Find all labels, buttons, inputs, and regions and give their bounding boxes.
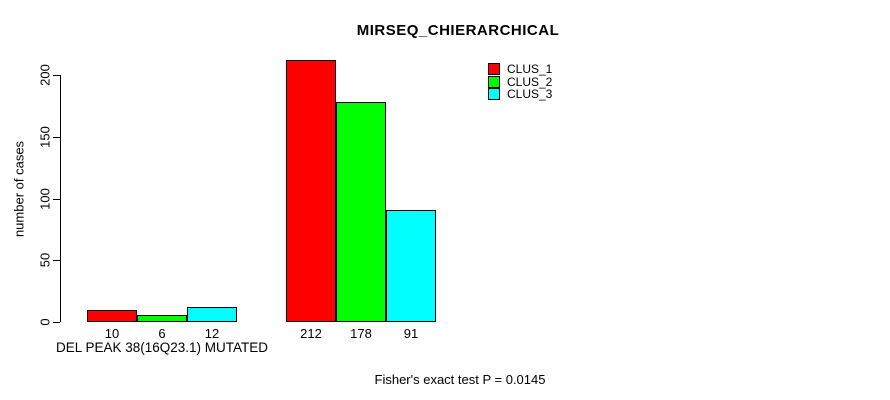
legend-swatch-icon [488, 75, 500, 88]
bar-value-label: 12 [204, 326, 220, 341]
legend-swatch-icon [488, 63, 500, 76]
x-axis-group-label: DEL PEAK 38(16Q23.1) MUTATED [55, 340, 269, 355]
legend-entry: CLUS_1 [488, 63, 552, 76]
chart-title: MIRSEQ_CHIERARCHICAL [356, 22, 560, 39]
legend-label: CLUS_2 [507, 74, 553, 89]
bar-value-label: 10 [104, 326, 120, 341]
y-axis-tick-label: 200 [37, 64, 53, 86]
y-axis-tick-mark [53, 322, 60, 323]
bar-clus_3-group2 [386, 210, 436, 322]
y-axis-tick-label: 100 [37, 187, 53, 210]
legend: CLUS_1 CLUS_2 CLUS_3 [488, 63, 552, 101]
bar-clus_1-group2 [286, 60, 336, 322]
legend-swatch-icon [488, 88, 500, 101]
legend-entry: CLUS_3 [488, 88, 552, 101]
bar-value-label: 6 [158, 326, 166, 341]
y-axis-line [60, 75, 61, 322]
stats-footer: Fisher's exact test P = 0.0145 [374, 372, 546, 387]
y-axis-tick-mark [53, 198, 60, 200]
bar-clus_1-group1 [87, 310, 137, 322]
y-axis-tick-mark [53, 260, 60, 262]
y-axis-tick-label: 0 [37, 318, 53, 326]
y-axis-label: number of cases [11, 140, 27, 238]
legend-entry: CLUS_2 [488, 74, 553, 89]
bar-value-label: 212 [300, 326, 322, 341]
bar-value-label: 91 [403, 326, 419, 341]
bar-clus_2-group2 [336, 102, 386, 322]
legend-label: CLUS_1 [507, 62, 553, 77]
y-axis-tick-label: 150 [37, 125, 53, 148]
bar-value-label: 178 [350, 326, 372, 341]
y-axis-tick-mark [53, 136, 60, 138]
y-axis-tick-mark [53, 75, 60, 76]
bar-clus_3-group1 [187, 307, 237, 322]
legend-label: CLUS_3 [507, 87, 553, 102]
y-axis-tick-label: 50 [37, 253, 53, 268]
bar-clus_2-group1 [137, 315, 187, 322]
